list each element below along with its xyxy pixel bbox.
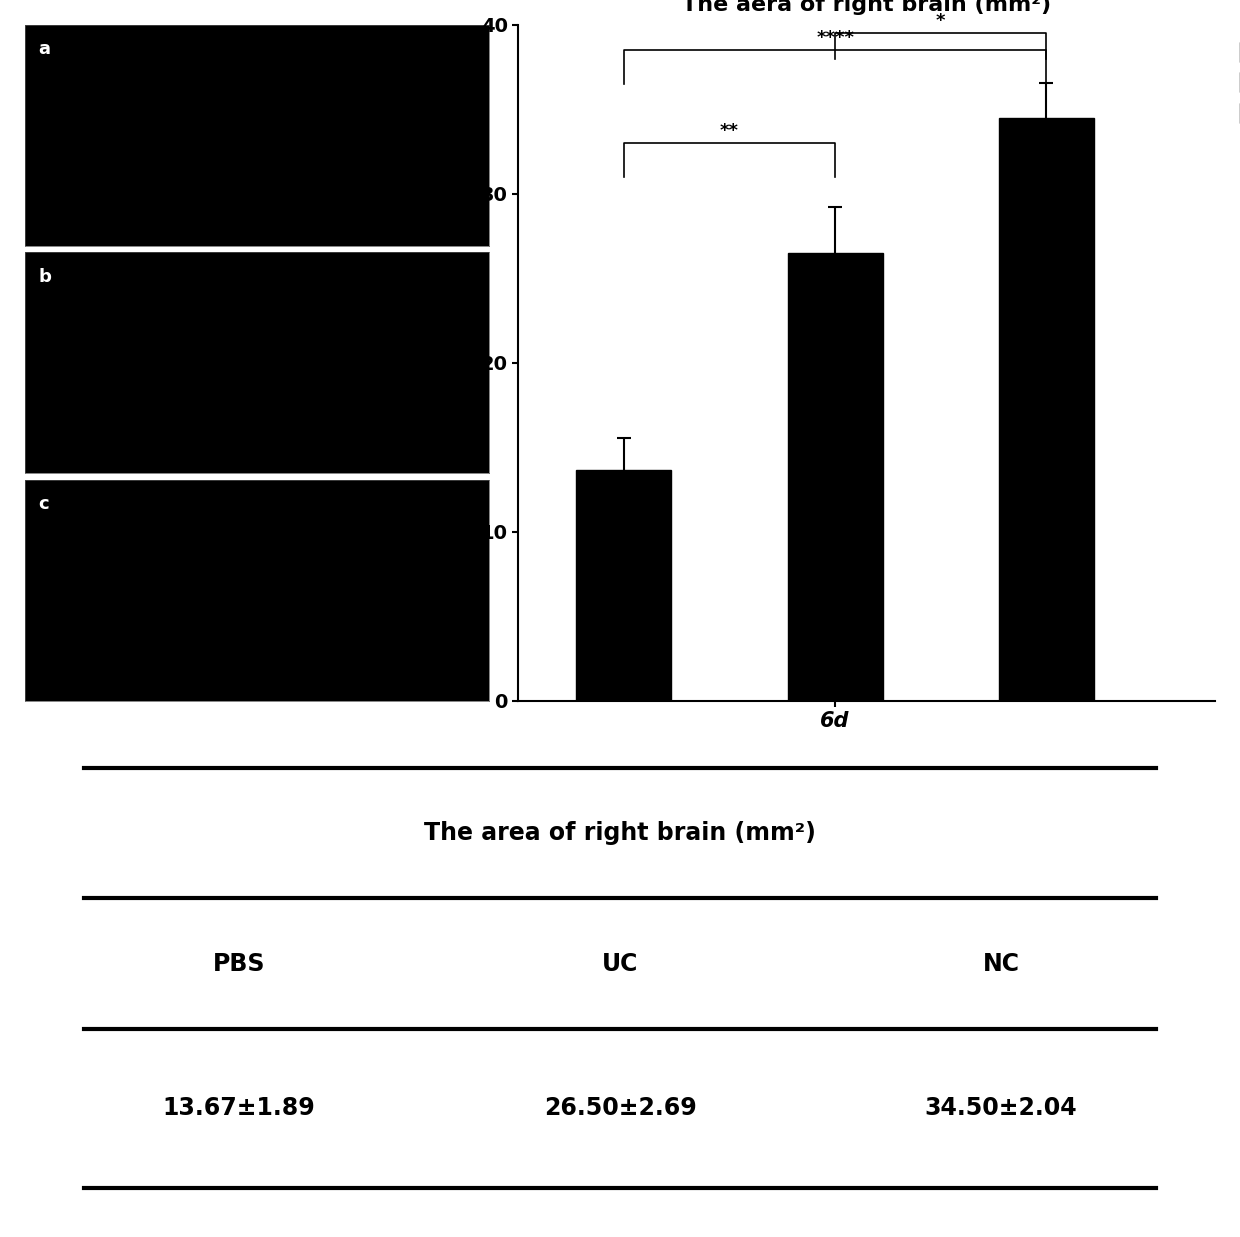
Bar <box>998 118 1094 700</box>
Text: a: a <box>38 40 51 58</box>
Bar <box>787 252 883 700</box>
Title: The aera of right brain (mm²): The aera of right brain (mm²) <box>682 0 1052 15</box>
Text: NC: NC <box>982 951 1019 976</box>
Text: PBS: PBS <box>213 951 265 976</box>
Text: ****: **** <box>816 28 854 47</box>
Text: c: c <box>38 495 50 513</box>
Text: 13.67±1.89: 13.67±1.89 <box>162 1096 315 1121</box>
Text: 26.50±2.69: 26.50±2.69 <box>543 1096 697 1121</box>
Text: UC: UC <box>601 951 639 976</box>
Text: 34.50±2.04: 34.50±2.04 <box>925 1096 1078 1121</box>
Text: *: * <box>936 12 945 30</box>
Bar <box>577 470 672 700</box>
Legend: PBS, UC, NC: PBS, UC, NC <box>1231 35 1240 131</box>
Text: b: b <box>38 267 52 286</box>
Text: **: ** <box>720 121 739 140</box>
Text: The area of right brain (mm²): The area of right brain (mm²) <box>424 821 816 845</box>
